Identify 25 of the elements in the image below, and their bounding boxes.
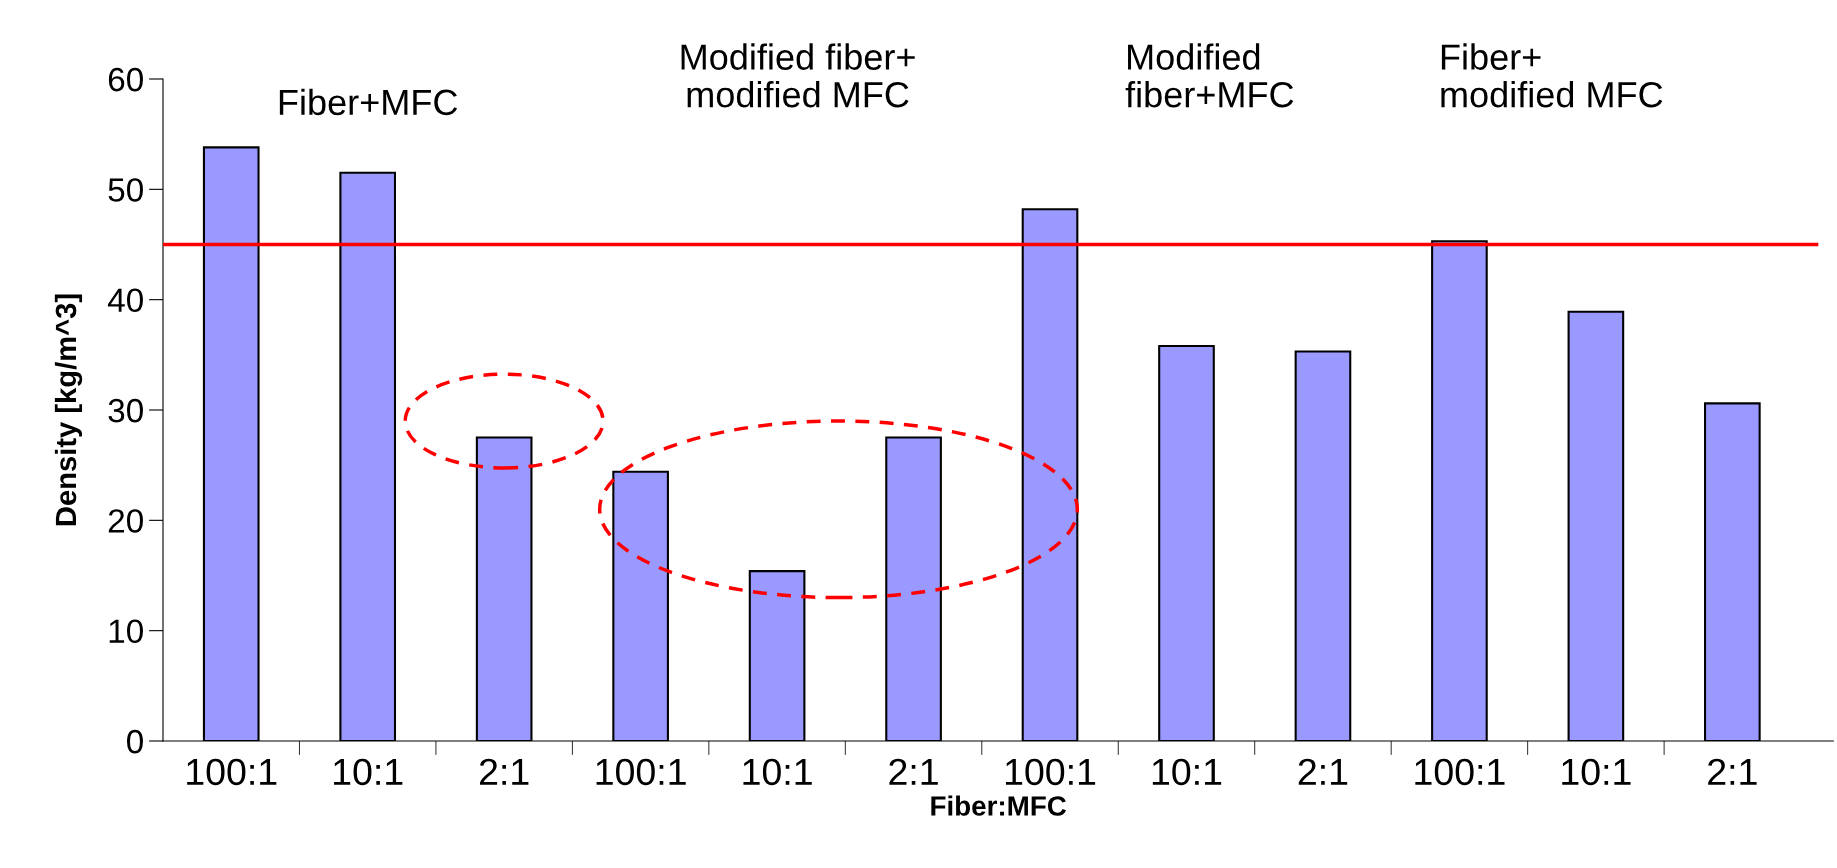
x-tick-label: 2:1 [889, 758, 938, 785]
y-tick-label: 10 [109, 619, 143, 644]
x-tick-label: 10:1 [1562, 758, 1631, 786]
annotation: Fiber+ modified MFC [1441, 43, 1663, 108]
x-tick-label: 10:1 [334, 758, 403, 786]
x-axis-title: Fiber:MFC [931, 795, 1067, 816]
x-tick-label: 2:1 [479, 758, 529, 785]
x-tick-label: 10:1 [743, 758, 812, 786]
y-tick-label: 0 [127, 729, 143, 754]
x-tick-label: 2:1 [1708, 758, 1757, 785]
annotation: Modified fiber+ modified MFC [681, 43, 915, 108]
annotation: Modified fiber+MFC [1125, 43, 1294, 108]
annotation: Fiber+MFC [279, 88, 458, 116]
y-tick-label: 20 [108, 509, 143, 533]
x-tick-label: 100:1 [1415, 758, 1505, 786]
y-tick-label: 30 [108, 398, 143, 423]
x-tick-label: 100:1 [187, 758, 277, 786]
y-axis-title: Density [kg/m^3] [54, 294, 83, 526]
x-tick-label: 10:1 [1152, 758, 1222, 786]
y-tick-label: 60 [108, 67, 143, 92]
x-tick-label: 100:1 [1005, 758, 1096, 786]
x-tick-label: 100:1 [596, 758, 686, 786]
y-tick-label: 50 [108, 178, 143, 202]
x-tick-label: 2:1 [1298, 758, 1348, 785]
y-tick-label: 40 [107, 288, 143, 313]
